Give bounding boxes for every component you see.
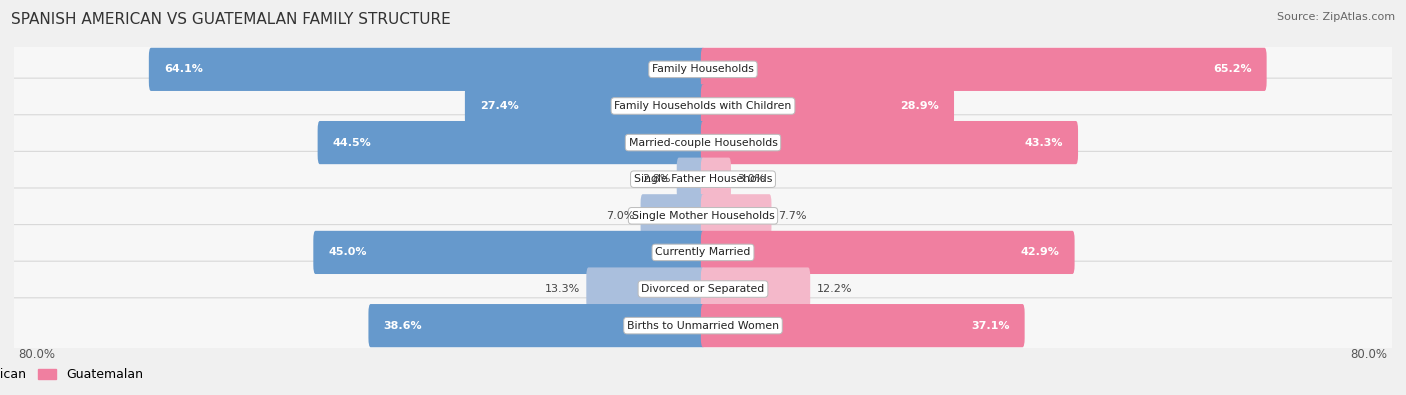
Text: 42.9%: 42.9% [1021, 247, 1060, 258]
FancyBboxPatch shape [314, 231, 706, 274]
Text: 7.0%: 7.0% [606, 211, 634, 221]
Text: 45.0%: 45.0% [329, 247, 367, 258]
FancyBboxPatch shape [7, 115, 1399, 170]
Text: Single Mother Households: Single Mother Households [631, 211, 775, 221]
FancyBboxPatch shape [7, 188, 1399, 244]
Text: 3.0%: 3.0% [738, 174, 766, 184]
FancyBboxPatch shape [700, 304, 1025, 347]
Text: Family Households: Family Households [652, 64, 754, 74]
Legend: Spanish American, Guatemalan: Spanish American, Guatemalan [0, 363, 148, 386]
FancyBboxPatch shape [7, 41, 1399, 97]
Text: SPANISH AMERICAN VS GUATEMALAN FAMILY STRUCTURE: SPANISH AMERICAN VS GUATEMALAN FAMILY ST… [11, 12, 451, 27]
Text: Currently Married: Currently Married [655, 247, 751, 258]
Text: 37.1%: 37.1% [972, 321, 1010, 331]
FancyBboxPatch shape [700, 158, 731, 201]
Text: 80.0%: 80.0% [18, 348, 55, 361]
FancyBboxPatch shape [700, 48, 1267, 91]
FancyBboxPatch shape [368, 304, 706, 347]
FancyBboxPatch shape [149, 48, 706, 91]
FancyBboxPatch shape [700, 85, 955, 128]
Text: Source: ZipAtlas.com: Source: ZipAtlas.com [1277, 12, 1395, 22]
Text: 43.3%: 43.3% [1025, 137, 1063, 148]
Text: Family Households with Children: Family Households with Children [614, 101, 792, 111]
Text: 12.2%: 12.2% [817, 284, 852, 294]
Text: Married-couple Households: Married-couple Households [628, 137, 778, 148]
Text: 65.2%: 65.2% [1213, 64, 1251, 74]
FancyBboxPatch shape [700, 194, 772, 237]
Text: 27.4%: 27.4% [479, 101, 519, 111]
FancyBboxPatch shape [7, 78, 1399, 134]
FancyBboxPatch shape [465, 85, 706, 128]
Text: Divorced or Separated: Divorced or Separated [641, 284, 765, 294]
Text: Single Father Households: Single Father Households [634, 174, 772, 184]
FancyBboxPatch shape [700, 231, 1074, 274]
FancyBboxPatch shape [7, 151, 1399, 207]
FancyBboxPatch shape [7, 298, 1399, 354]
FancyBboxPatch shape [7, 261, 1399, 317]
Text: 80.0%: 80.0% [1351, 348, 1388, 361]
Text: 2.8%: 2.8% [641, 174, 671, 184]
Text: 38.6%: 38.6% [384, 321, 422, 331]
Text: 64.1%: 64.1% [165, 64, 202, 74]
FancyBboxPatch shape [7, 225, 1399, 280]
Text: 7.7%: 7.7% [778, 211, 807, 221]
FancyBboxPatch shape [700, 267, 810, 310]
FancyBboxPatch shape [641, 194, 706, 237]
FancyBboxPatch shape [586, 267, 706, 310]
FancyBboxPatch shape [700, 121, 1078, 164]
Text: 44.5%: 44.5% [333, 137, 371, 148]
FancyBboxPatch shape [676, 158, 706, 201]
Text: 13.3%: 13.3% [544, 284, 579, 294]
Text: 28.9%: 28.9% [900, 101, 939, 111]
Text: Births to Unmarried Women: Births to Unmarried Women [627, 321, 779, 331]
FancyBboxPatch shape [318, 121, 706, 164]
